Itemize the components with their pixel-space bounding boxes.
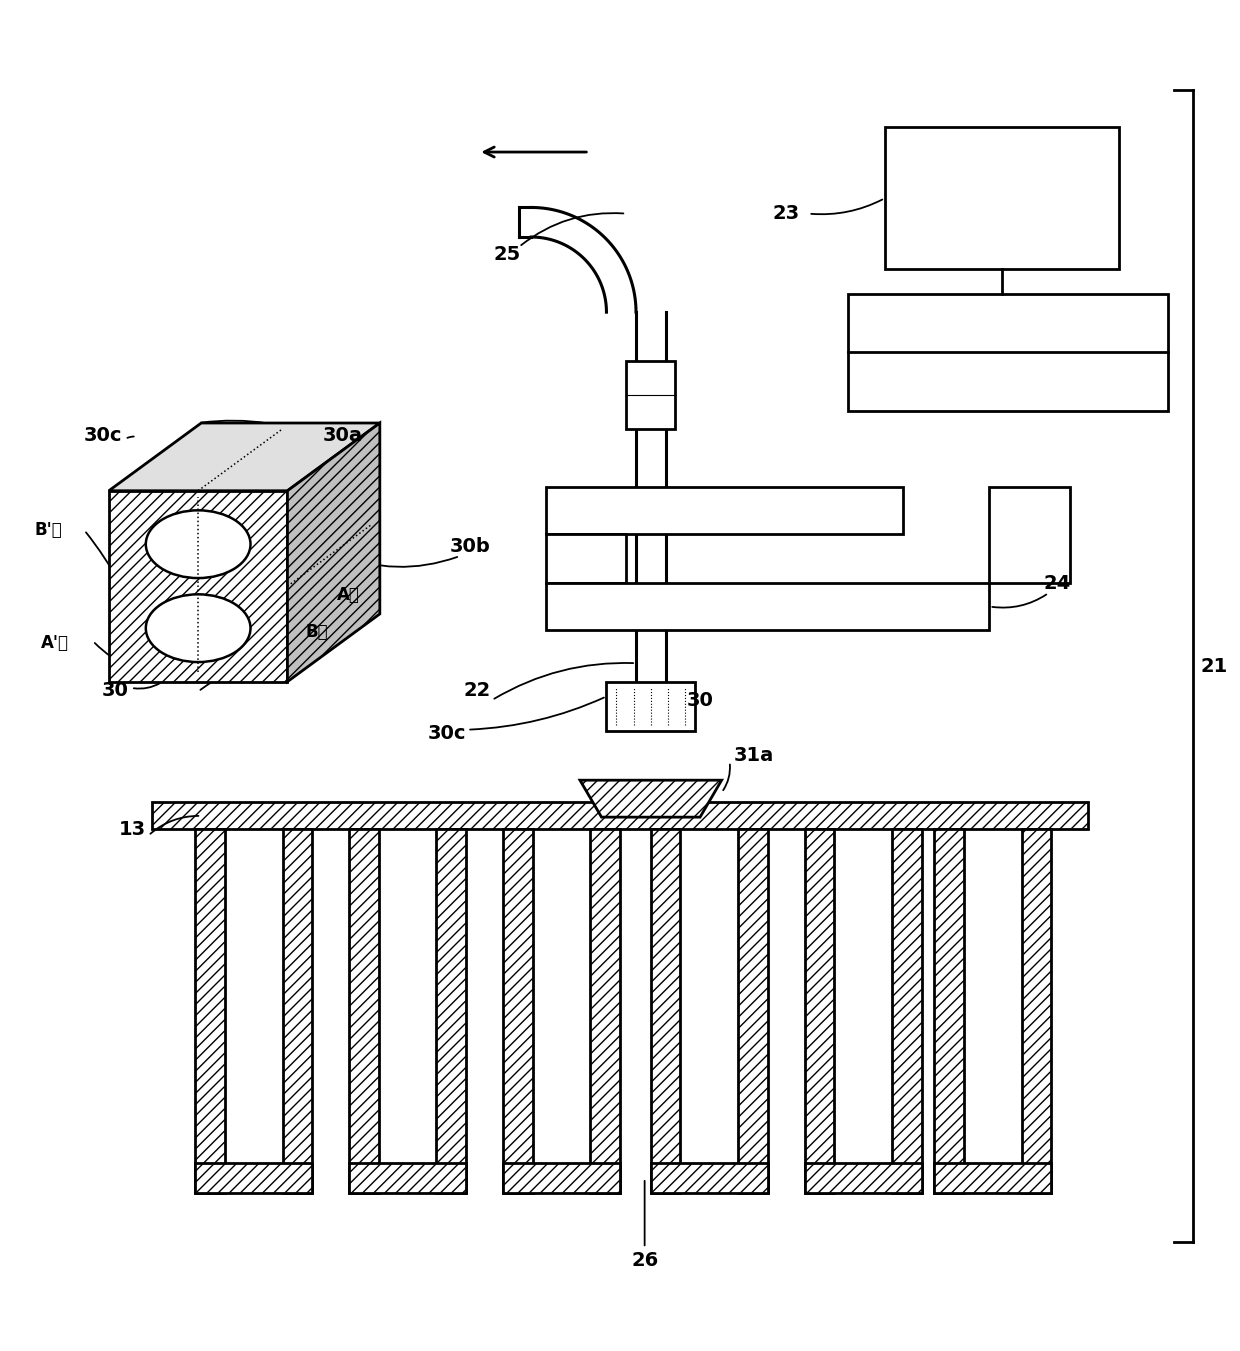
Polygon shape [109,423,379,490]
Bar [348,830,378,1193]
Bar [606,682,696,731]
Text: 30b: 30b [449,536,490,555]
Text: 24: 24 [1044,574,1071,593]
Bar [885,127,1118,269]
Text: 30: 30 [102,681,129,700]
Text: A'面: A'面 [41,635,69,653]
Bar [153,802,1087,830]
Text: 26: 26 [631,1251,658,1270]
Bar [195,1163,312,1193]
Bar [348,1163,466,1193]
Text: 25: 25 [494,245,521,263]
Text: 13: 13 [119,820,146,839]
Bar [1022,830,1052,1193]
Text: 30c: 30c [83,426,122,444]
Bar [546,534,626,584]
Bar [651,830,681,1193]
Bar [651,1163,768,1193]
Bar [590,830,620,1193]
Text: B面: B面 [306,623,329,642]
Text: B'面: B'面 [35,521,63,539]
Ellipse shape [146,511,250,578]
Bar [503,1163,620,1193]
Bar [195,830,224,1193]
Bar [283,830,312,1193]
Text: 30: 30 [687,690,713,709]
Polygon shape [109,490,288,682]
Text: 30a: 30a [322,426,363,444]
Bar [738,830,768,1193]
Ellipse shape [146,594,250,662]
Bar [436,830,466,1193]
Polygon shape [580,780,722,817]
Bar [805,1163,921,1193]
Bar [503,830,532,1193]
Text: 22: 22 [464,681,491,700]
Text: 31a: 31a [733,746,774,765]
Text: A面: A面 [337,586,360,604]
Bar [848,293,1168,411]
Bar [893,830,921,1193]
Bar [990,488,1070,584]
Bar [805,830,835,1193]
Bar [546,488,903,534]
Text: 21: 21 [1200,657,1228,676]
Bar [546,584,990,630]
Polygon shape [288,423,379,682]
Text: 30c: 30c [428,724,466,743]
Text: 23: 23 [773,204,800,223]
Bar [934,830,963,1193]
Bar [626,362,676,430]
Bar [934,1163,1052,1193]
